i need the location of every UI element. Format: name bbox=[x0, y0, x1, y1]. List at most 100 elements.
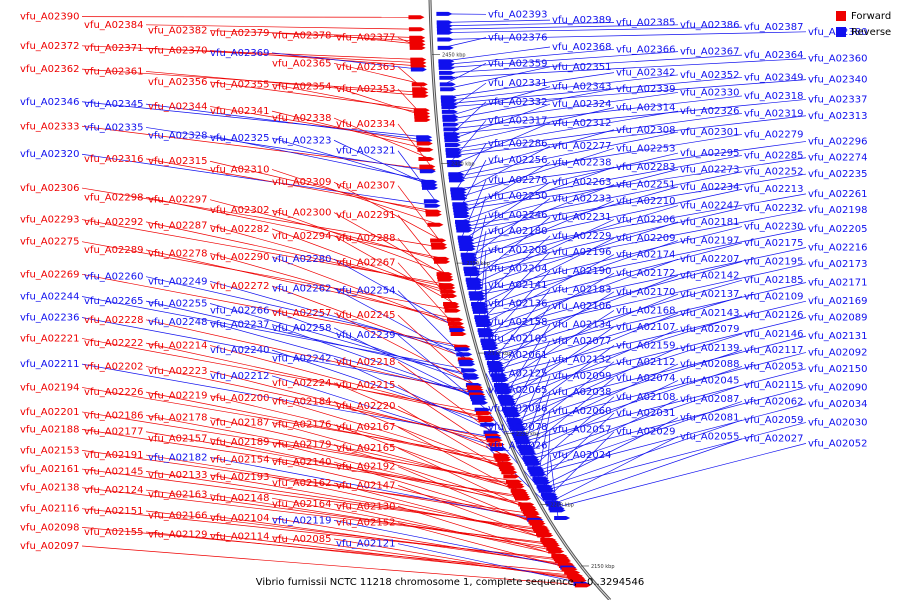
gene-label[interactable]: vfu_A02328 bbox=[148, 131, 207, 142]
gene-arrow[interactable] bbox=[443, 132, 460, 137]
gene-label[interactable]: vfu_A02296 bbox=[808, 136, 867, 147]
gene-arrow[interactable] bbox=[443, 304, 460, 309]
gene-arrow[interactable] bbox=[459, 362, 476, 367]
gene-label[interactable]: vfu_A02174 bbox=[616, 250, 675, 261]
gene-label[interactable]: vfu_A02244 bbox=[20, 291, 79, 302]
gene-label[interactable]: vfu_A02109 bbox=[744, 291, 803, 302]
gene-arrow[interactable] bbox=[529, 521, 546, 526]
gene-arrow[interactable] bbox=[421, 179, 438, 184]
gene-arrow[interactable] bbox=[414, 117, 431, 122]
gene-label[interactable]: vfu_A02248 bbox=[148, 317, 207, 328]
gene-arrow[interactable] bbox=[574, 583, 591, 588]
gene-arrow[interactable] bbox=[442, 122, 459, 127]
gene-label[interactable]: vfu_A02226 bbox=[84, 387, 143, 398]
gene-label[interactable]: vfu_A02157 bbox=[148, 434, 207, 445]
gene-label[interactable]: vfu_A02163 bbox=[148, 490, 207, 501]
gene-arrow[interactable] bbox=[410, 57, 427, 62]
gene-label[interactable]: vfu_A02338 bbox=[272, 113, 331, 124]
gene-label[interactable]: vfu_A02107 bbox=[616, 322, 675, 333]
gene-label[interactable]: vfu_A02133 bbox=[148, 470, 207, 481]
gene-label[interactable]: vfu_A02086 bbox=[488, 403, 547, 414]
gene-label[interactable]: vfu_A02372 bbox=[20, 41, 79, 52]
gene-label[interactable]: vfu_A02250 bbox=[488, 191, 547, 202]
gene-label[interactable]: vfu_A02116 bbox=[20, 504, 79, 515]
gene-label[interactable]: vfu_A02027 bbox=[744, 434, 803, 445]
gene-label[interactable]: vfu_A02342 bbox=[616, 68, 675, 79]
gene-label[interactable]: vfu_A02320 bbox=[20, 149, 79, 160]
gene-label[interactable]: vfu_A02115 bbox=[744, 380, 803, 391]
gene-label[interactable]: vfu_A02165 bbox=[336, 443, 395, 454]
gene-label[interactable]: vfu_A02126 bbox=[744, 310, 803, 321]
gene-label[interactable]: vfu_A02134 bbox=[552, 319, 611, 330]
gene-label[interactable]: vfu_A02171 bbox=[808, 277, 867, 288]
gene-arrow[interactable] bbox=[446, 317, 463, 322]
gene-arrow[interactable] bbox=[437, 37, 454, 42]
gene-label[interactable]: vfu_A02038 bbox=[552, 387, 611, 398]
gene-label[interactable]: vfu_A02167 bbox=[336, 422, 395, 433]
gene-label[interactable]: vfu_A02288 bbox=[336, 233, 395, 244]
gene-label[interactable]: vfu_A02235 bbox=[808, 169, 867, 180]
gene-label[interactable]: vfu_A02170 bbox=[616, 287, 675, 298]
gene-label[interactable]: vfu_A02148 bbox=[210, 493, 269, 504]
gene-arrow[interactable] bbox=[570, 578, 587, 583]
gene-label[interactable]: vfu_A02112 bbox=[616, 357, 675, 368]
gene-label[interactable]: vfu_A02207 bbox=[680, 254, 739, 265]
gene-arrow[interactable] bbox=[436, 23, 453, 28]
gene-arrow[interactable] bbox=[410, 67, 427, 72]
gene-label[interactable]: vfu_A02376 bbox=[488, 33, 547, 44]
gene-arrow[interactable] bbox=[441, 293, 458, 298]
gene-arrow[interactable] bbox=[488, 442, 505, 447]
gene-label[interactable]: vfu_A02142 bbox=[680, 271, 739, 282]
gene-label[interactable]: vfu_A02307 bbox=[336, 181, 395, 192]
gene-arrow[interactable] bbox=[489, 368, 506, 373]
gene-label[interactable]: vfu_A02079 bbox=[680, 324, 739, 335]
gene-label[interactable]: vfu_A02324 bbox=[552, 99, 611, 110]
gene-arrow[interactable] bbox=[442, 114, 459, 119]
gene-label[interactable]: vfu_A02273 bbox=[680, 164, 739, 175]
gene-label[interactable]: vfu_A02169 bbox=[808, 296, 867, 307]
gene-label[interactable]: vfu_A02172 bbox=[616, 268, 675, 279]
gene-arrow[interactable] bbox=[440, 98, 457, 103]
gene-label[interactable]: vfu_A02263 bbox=[552, 177, 611, 188]
gene-arrow[interactable] bbox=[500, 401, 517, 406]
gene-label[interactable]: vfu_A02097 bbox=[20, 541, 79, 552]
gene-arrow[interactable] bbox=[436, 11, 453, 16]
gene-arrow[interactable] bbox=[497, 461, 514, 466]
gene-label[interactable]: vfu_A02330 bbox=[680, 87, 739, 98]
gene-label[interactable]: vfu_A02265 bbox=[84, 296, 143, 307]
gene-label[interactable]: vfu_A02150 bbox=[808, 364, 867, 375]
gene-arrow[interactable] bbox=[416, 138, 433, 143]
gene-label[interactable]: vfu_A02087 bbox=[680, 394, 739, 405]
gene-label[interactable]: vfu_A02220 bbox=[336, 401, 395, 412]
gene-label[interactable]: vfu_A02189 bbox=[210, 437, 269, 448]
gene-label[interactable]: vfu_A02161 bbox=[20, 464, 79, 475]
gene-label[interactable]: vfu_A02214 bbox=[148, 340, 207, 351]
gene-arrow[interactable] bbox=[451, 196, 468, 201]
gene-arrow[interactable] bbox=[503, 474, 520, 479]
gene-label[interactable]: vfu_A02272 bbox=[210, 281, 269, 292]
gene-label[interactable]: vfu_A02186 bbox=[84, 410, 143, 421]
gene-label[interactable]: vfu_A02351 bbox=[552, 62, 611, 73]
gene-arrow[interactable] bbox=[423, 199, 440, 204]
gene-label[interactable]: vfu_A02218 bbox=[336, 357, 395, 368]
gene-label[interactable]: vfu_A02089 bbox=[808, 312, 867, 323]
gene-arrow[interactable] bbox=[454, 347, 471, 352]
gene-arrow[interactable] bbox=[448, 175, 465, 180]
gene-arrow[interactable] bbox=[520, 451, 537, 456]
gene-arrow[interactable] bbox=[440, 289, 457, 294]
gene-arrow[interactable] bbox=[440, 87, 457, 92]
gene-arrow[interactable] bbox=[444, 308, 461, 313]
gene-label[interactable]: vfu_A02219 bbox=[148, 391, 207, 402]
gene-arrow[interactable] bbox=[508, 484, 525, 489]
gene-label[interactable]: vfu_A02078 bbox=[488, 422, 547, 433]
gene-arrow[interactable] bbox=[412, 93, 429, 98]
gene-label[interactable]: vfu_A02306 bbox=[20, 183, 79, 194]
legend-reverse[interactable]: Reverse bbox=[836, 24, 891, 40]
gene-label[interactable]: vfu_A02196 bbox=[552, 247, 611, 258]
gene-arrow[interactable] bbox=[439, 82, 456, 87]
gene-label[interactable]: vfu_A02204 bbox=[488, 264, 547, 275]
gene-arrow[interactable] bbox=[456, 352, 473, 357]
gene-label[interactable]: vfu_A02260 bbox=[84, 272, 143, 283]
gene-label[interactable]: vfu_A02292 bbox=[84, 217, 143, 228]
gene-label[interactable]: vfu_A02200 bbox=[210, 393, 269, 404]
